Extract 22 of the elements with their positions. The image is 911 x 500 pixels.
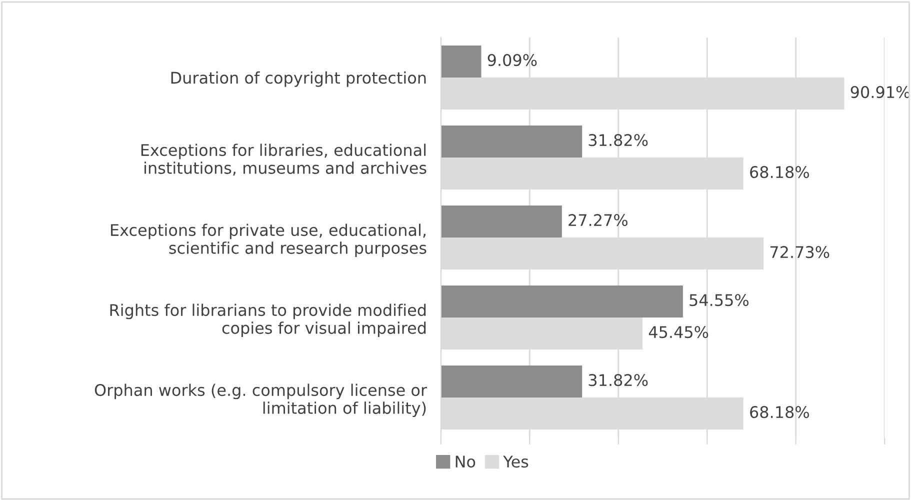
bar — [440, 206, 562, 238]
legend-label: No — [456, 456, 476, 468]
data-label: 45.45% — [648, 326, 708, 338]
y-tick-label: Rights for librarians to provide modified copies for visual impaired — [110, 304, 426, 338]
data-label: 31.82% — [588, 374, 648, 386]
data-label: 90.91% — [850, 86, 910, 98]
y-tick-label: Orphan works (e.g. compulsory license or limitation of liability) — [94, 384, 428, 418]
data-label: 27.27% — [568, 214, 628, 226]
bar — [440, 46, 482, 78]
data-label: 68.18% — [750, 166, 809, 178]
bar — [440, 126, 582, 158]
y-tick-label: Exceptions for private use, educational, scientific and research purposes — [111, 224, 426, 258]
bar — [440, 366, 582, 398]
bar — [440, 286, 683, 318]
data-label: 68.18% — [750, 406, 809, 418]
legend-label: Yes — [503, 456, 528, 468]
data-label: 72.73% — [770, 246, 830, 258]
data-label: 31.82% — [588, 134, 648, 146]
data-label: 9.09% — [488, 54, 537, 66]
y-tick-label: Duration of copyright protection — [171, 71, 426, 87]
y-tick-label: Exceptions for libraries, educational institutions, museums and archives — [141, 144, 426, 176]
data-label: 54.55% — [690, 294, 749, 306]
